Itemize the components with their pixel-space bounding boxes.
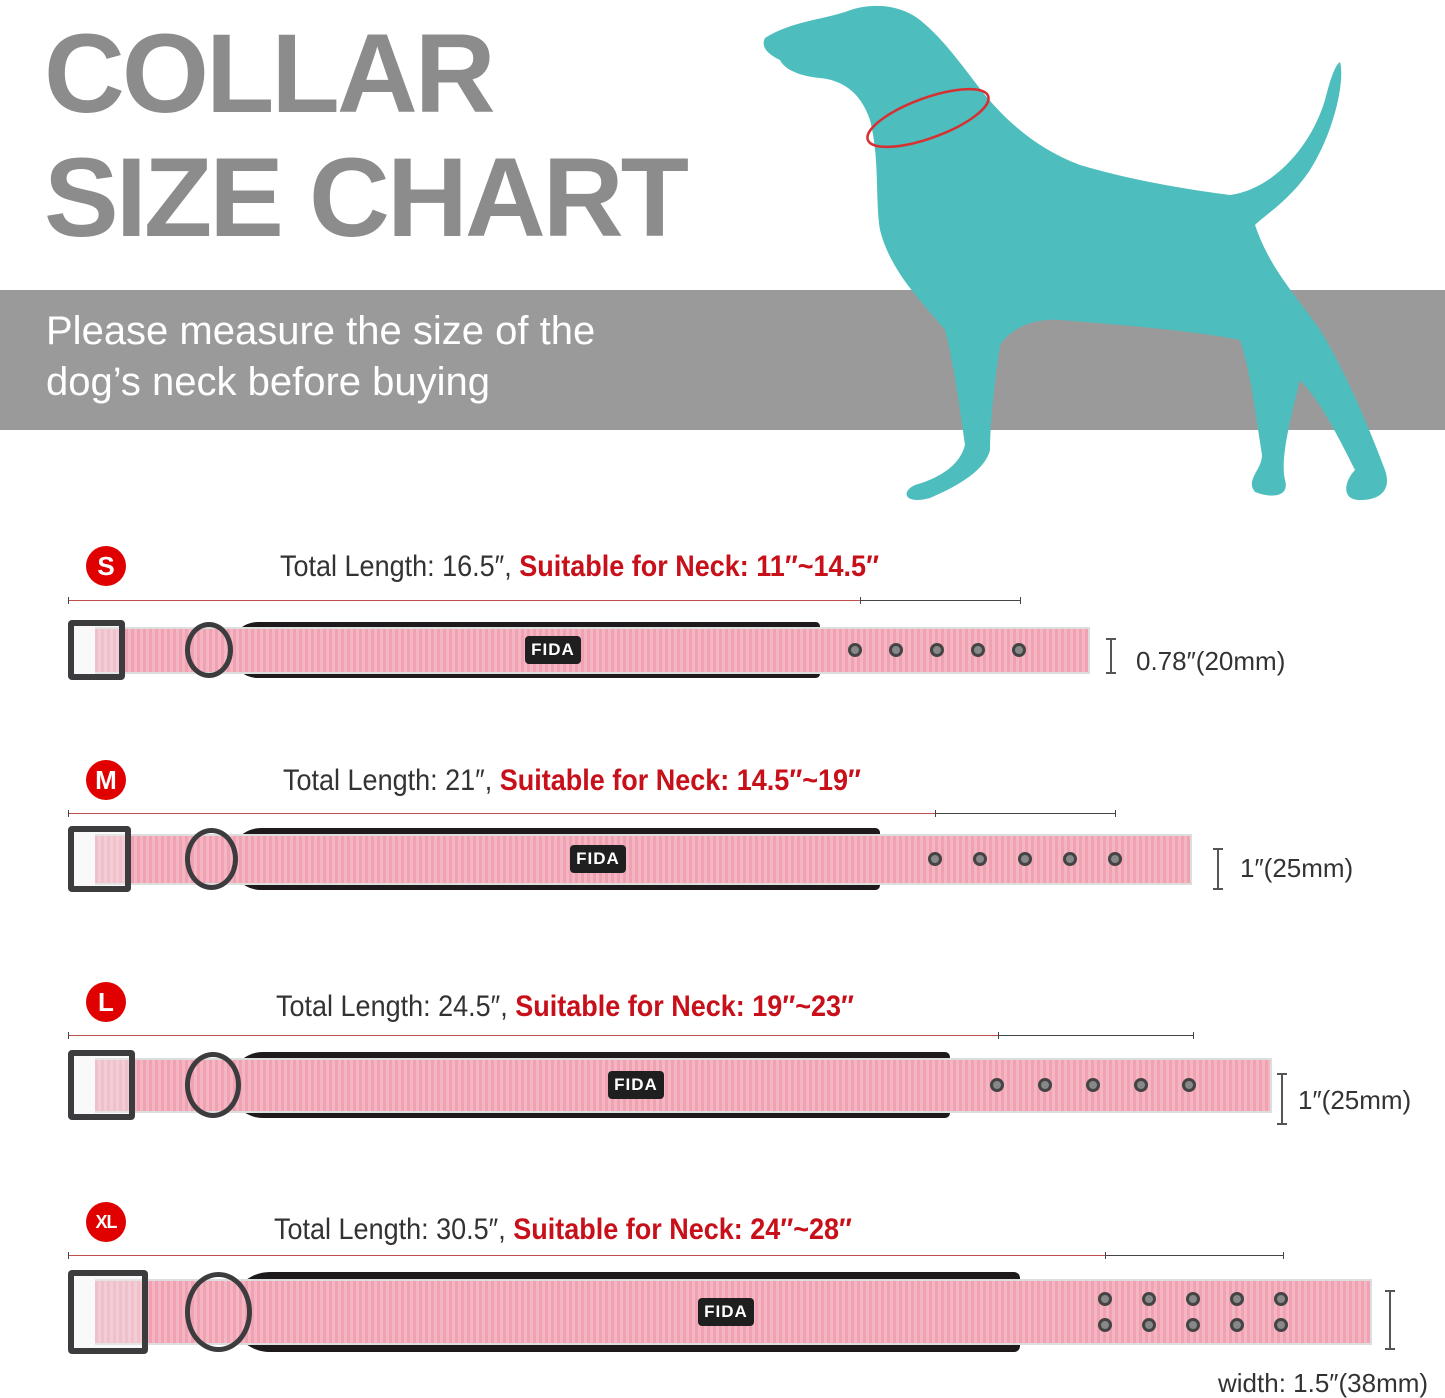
neck-measure-ring xyxy=(866,87,990,149)
collar-hole xyxy=(1086,1078,1100,1092)
brand-tag: FIDA xyxy=(698,1298,754,1326)
collar-hole xyxy=(971,643,985,657)
neck-range-text: Suitable for Neck: 14.5″~19″ xyxy=(499,764,861,797)
measure-tick xyxy=(68,597,69,604)
total-length-text: Total Length: 16.5″, xyxy=(280,550,520,583)
subtitle-line-1: Please measure the size of the xyxy=(46,309,596,353)
size-badge: M xyxy=(86,760,126,800)
length-label: Total Length: 21″, Suitable for Neck: 14… xyxy=(283,764,861,798)
neck-range-text: Suitable for Neck: 19″~23″ xyxy=(515,990,854,1023)
collar-hole xyxy=(1182,1078,1196,1092)
size-badge: S xyxy=(86,546,126,586)
collar-hole xyxy=(1098,1292,1112,1306)
d-ring-icon xyxy=(185,1052,241,1118)
collar-hole xyxy=(1142,1292,1156,1306)
collar-hole xyxy=(889,643,903,657)
total-length-text: Total Length: 21″, xyxy=(283,764,500,797)
measure-tick xyxy=(68,1252,69,1259)
neck-range-text: Suitable for Neck: 11″~14.5″ xyxy=(519,550,880,583)
length-label: Total Length: 30.5″, Suitable for Neck: … xyxy=(274,1213,852,1247)
width-label: width: 1.5″(38mm) xyxy=(1218,1368,1429,1398)
length-measure-line xyxy=(68,1255,1105,1256)
collar-hole xyxy=(1274,1318,1288,1332)
title-line-1: COLLAR xyxy=(44,11,496,136)
width-bracket xyxy=(1277,1073,1287,1125)
width-bracket xyxy=(1213,848,1223,890)
collar-hole xyxy=(1134,1078,1148,1092)
collar-hole xyxy=(990,1078,1004,1092)
title-line-2: SIZE CHART xyxy=(44,135,689,260)
length-measure-line xyxy=(68,813,935,814)
width-label: 1″(25mm) xyxy=(1298,1085,1412,1115)
collar-hole xyxy=(1108,852,1122,866)
measure-tick xyxy=(1283,1252,1284,1259)
measure-tick xyxy=(1193,1032,1194,1039)
size-badge: L xyxy=(86,982,126,1022)
collar-hole xyxy=(1186,1318,1200,1332)
total-length-text: Total Length: 24.5″, xyxy=(276,990,516,1023)
collar-hole xyxy=(973,852,987,866)
length-measure-line xyxy=(68,600,860,601)
width-label: 0.78″(20mm) xyxy=(1136,646,1286,676)
collar-hole xyxy=(928,852,942,866)
collar-hole xyxy=(1038,1078,1052,1092)
collar-hole xyxy=(1098,1318,1112,1332)
brand-tag: FIDA xyxy=(525,636,581,664)
collar-hole xyxy=(1230,1292,1244,1306)
collar-strap xyxy=(95,1057,1272,1113)
measure-tick xyxy=(998,1032,999,1039)
collar-hole xyxy=(848,643,862,657)
buckle-icon xyxy=(68,1050,135,1120)
total-length-text: Total Length: 30.5″, xyxy=(274,1213,514,1246)
collar-hole xyxy=(1142,1318,1156,1332)
measure-tick xyxy=(1105,1252,1106,1259)
measure-tick xyxy=(68,810,69,817)
d-ring-icon xyxy=(185,828,238,890)
collar-hole xyxy=(1274,1292,1288,1306)
measure-tick xyxy=(1115,810,1116,817)
brand-tag: FIDA xyxy=(570,845,626,873)
d-ring-icon xyxy=(185,1272,253,1352)
length-label: Total Length: 24.5″, Suitable for Neck: … xyxy=(276,990,854,1024)
collar-strap xyxy=(95,833,1192,885)
neck-range-text: Suitable for Neck: 24″~28″ xyxy=(513,1213,852,1246)
buckle-icon xyxy=(68,1270,148,1354)
subtitle-line-2: dog’s neck before buying xyxy=(46,360,491,404)
adjust-range-line xyxy=(860,600,1020,601)
buckle-icon xyxy=(68,826,131,892)
length-label: Total Length: 16.5″, Suitable for Neck: … xyxy=(280,550,879,584)
measure-tick xyxy=(68,1032,69,1039)
collar-hole xyxy=(1063,852,1077,866)
width-bracket xyxy=(1385,1290,1395,1350)
buckle-icon xyxy=(68,620,125,680)
measure-tick xyxy=(860,597,861,604)
d-ring-icon xyxy=(185,622,233,678)
measure-tick xyxy=(1020,597,1021,604)
width-label: 1″(25mm) xyxy=(1240,853,1354,883)
brand-tag: FIDA xyxy=(608,1071,664,1099)
collar-hole xyxy=(1230,1318,1244,1332)
collar-hole xyxy=(1012,643,1026,657)
length-measure-line xyxy=(68,1035,998,1036)
adjust-range-line xyxy=(998,1035,1193,1036)
collar-hole xyxy=(1018,852,1032,866)
size-badge: XL xyxy=(86,1202,126,1242)
collar-hole xyxy=(1186,1292,1200,1306)
measure-tick xyxy=(935,810,936,817)
collar-hole xyxy=(930,643,944,657)
adjust-range-line xyxy=(935,813,1115,814)
adjust-range-line xyxy=(1105,1255,1283,1256)
collar-strap xyxy=(95,626,1090,674)
width-bracket xyxy=(1106,638,1116,674)
dog-silhouette-icon xyxy=(763,5,1388,501)
